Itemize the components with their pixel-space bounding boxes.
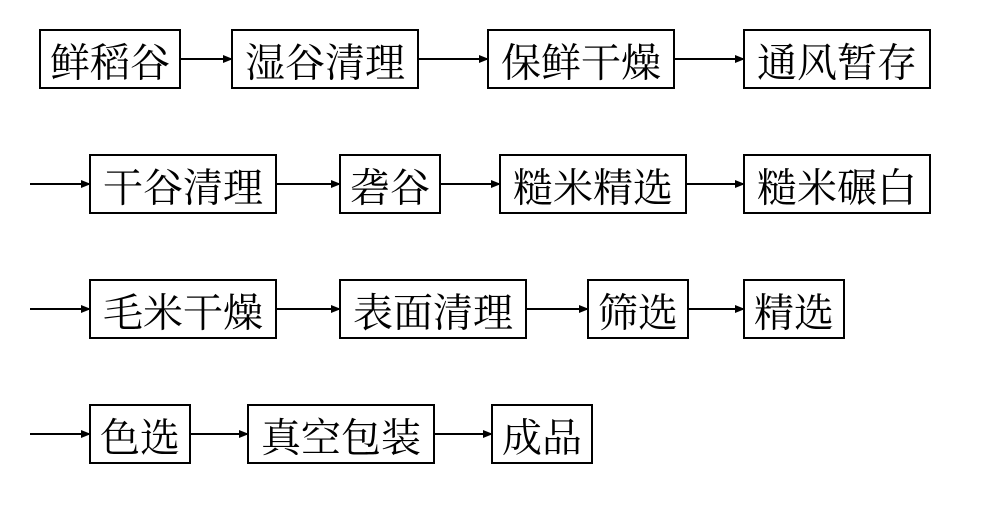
flow-node-label: 色选 — [100, 407, 180, 464]
nodes-layer: 鲜稻谷 湿谷清理 保鲜干燥 通风暂存干谷清理 砻谷 糙米精选 糙米碾白毛米干燥 表面清理 筛选 精… — [40, 30, 930, 464]
flow-node-label: 干谷清理 — [103, 157, 263, 214]
flow-node-n14: 真空包装 — [248, 405, 434, 464]
flow-node-label: 糙米精选 — [513, 157, 673, 214]
flow-node-n8: 糙米碾白 — [744, 155, 930, 214]
edges-layer — [30, 59, 744, 434]
flow-node-n9: 毛米干燥 — [90, 280, 276, 339]
flow-node-label: 表面清理 — [353, 282, 513, 339]
flow-node-n1: 鲜稻谷 — [40, 30, 180, 89]
flow-node-n5: 干谷清理 — [90, 155, 276, 214]
flow-node-n12: 精选 — [744, 280, 844, 339]
flow-node-label: 成品 — [502, 407, 582, 464]
flow-node-n13: 色选 — [90, 405, 190, 464]
flow-node-label: 通风暂存 — [757, 32, 917, 89]
flow-node-n10: 表面清理 — [340, 280, 526, 339]
flow-node-label: 湿谷清理 — [245, 32, 405, 89]
flow-node-label: 鲜稻谷 — [50, 32, 170, 89]
flow-node-label: 糙米碾白 — [757, 157, 917, 214]
flow-node-label: 保鲜干燥 — [501, 32, 661, 89]
flow-node-label: 真空包装 — [261, 407, 421, 464]
flow-node-n2: 湿谷清理 — [232, 30, 418, 89]
flow-node-n6: 砻谷 — [340, 155, 440, 214]
flow-node-label: 砻谷 — [350, 157, 430, 214]
flow-node-n3: 保鲜干燥 — [488, 30, 674, 89]
flow-node-n15: 成品 — [492, 405, 592, 464]
flow-node-n4: 通风暂存 — [744, 30, 930, 89]
flow-node-n11: 筛选 — [588, 280, 688, 339]
flow-node-label: 精选 — [754, 282, 834, 339]
flowchart-canvas: 鲜稻谷 湿谷清理 保鲜干燥 通风暂存干谷清理 砻谷 糙米精选 糙米碾白毛米干燥 表面清理 筛选 精… — [0, 0, 1000, 511]
flow-node-n7: 糙米精选 — [500, 155, 686, 214]
flow-node-label: 筛选 — [598, 282, 678, 339]
flow-node-label: 毛米干燥 — [103, 282, 263, 339]
